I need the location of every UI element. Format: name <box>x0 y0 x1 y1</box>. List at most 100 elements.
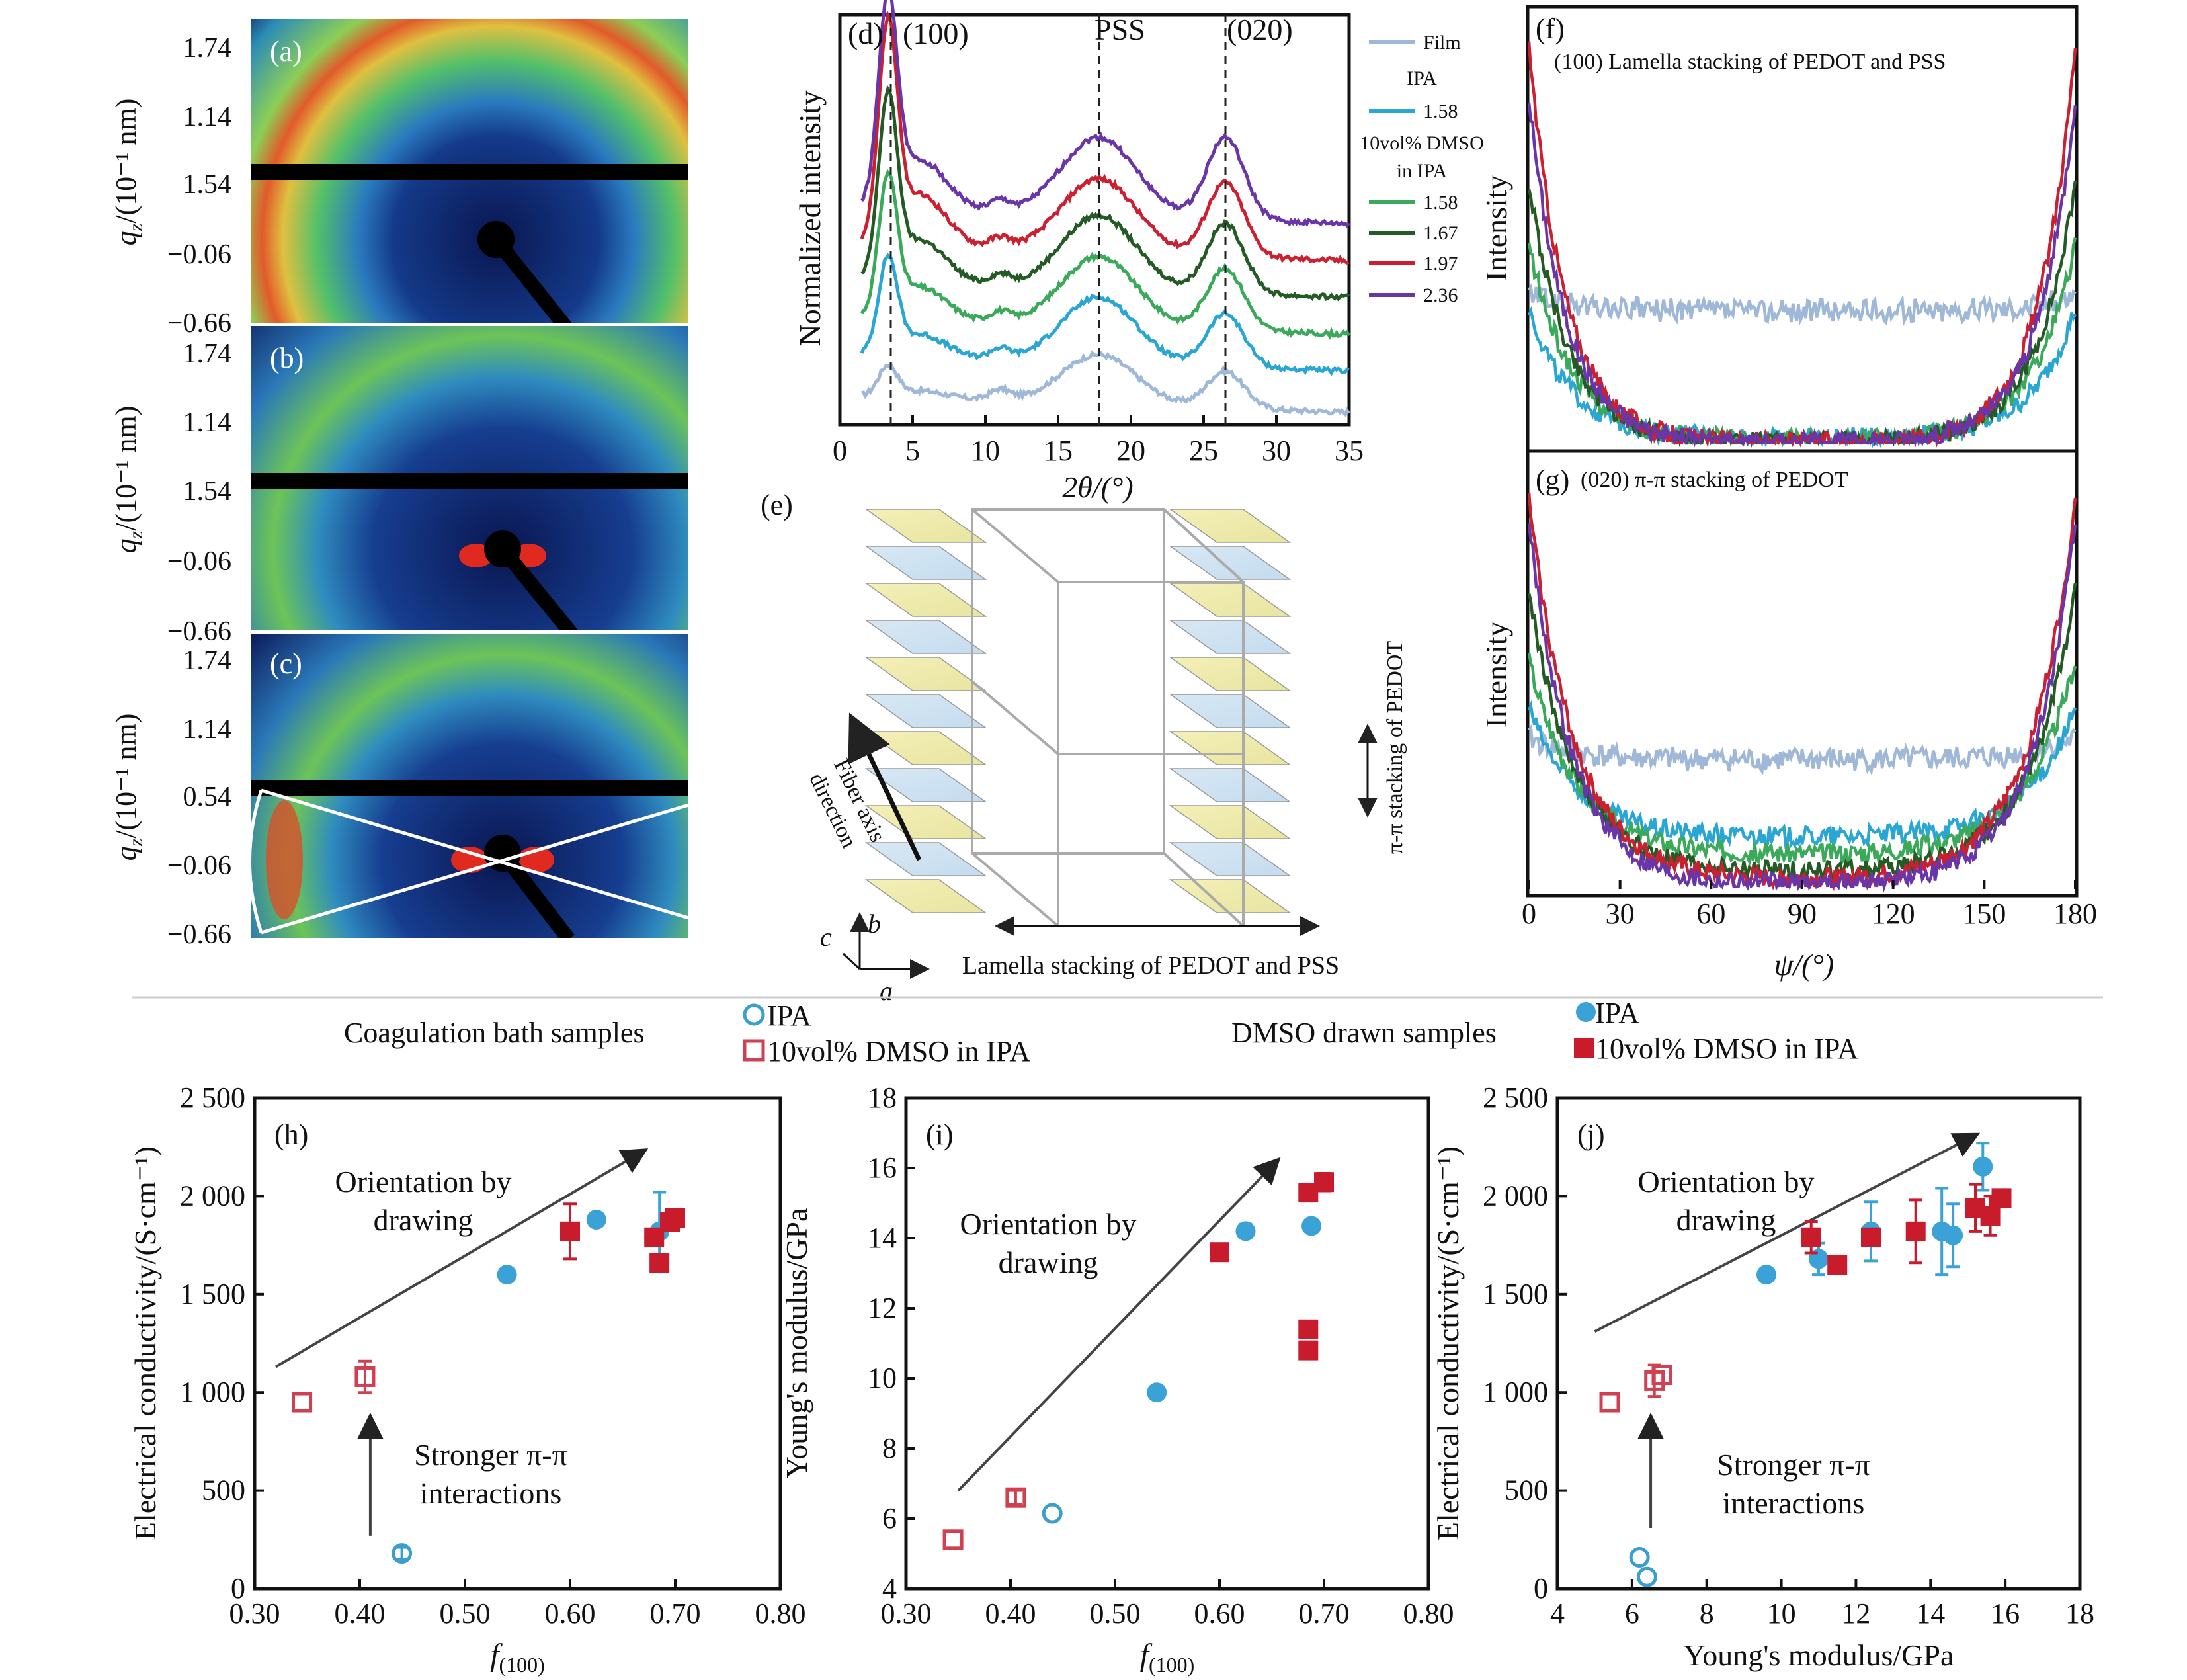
panel-label-j: (j) <box>1577 1118 1605 1151</box>
waxs-tick-c4: −0.06 <box>167 851 231 881</box>
waxs-tick-a5: −0.66 <box>167 308 231 339</box>
chart-d-series-3 <box>860 85 1350 302</box>
waxs-tick-a3: 1.54 <box>183 169 232 200</box>
chart-j-stronger-1: Stronger π-π <box>1717 1448 1870 1482</box>
crystal-sheet-19 <box>1169 842 1292 876</box>
chart-i-point-2-2 <box>1301 1216 1322 1236</box>
waxs-panel-a: (a) <box>251 19 688 323</box>
crystal-schematic: (e) Fiber axis direction π-π stacking of… <box>761 489 1407 1006</box>
chart-i-arrow-0 <box>957 1157 1281 1491</box>
chart-h-point-2-1 <box>586 1210 606 1230</box>
chart-i-xlabel: f(100) <box>1140 1638 1195 1677</box>
chart-h-xtick-1: 0.40 <box>335 1597 386 1630</box>
chart-j-point-2-5 <box>1973 1156 1993 1177</box>
chart-i-point-1-1 <box>1005 1487 1026 1508</box>
chart-h-stronger-1: Stronger π-π <box>414 1438 567 1472</box>
chart-f-series-1 <box>1527 306 2077 448</box>
legend-d: Film IPA 1.58 10vol% DMSO in IPA 1.58 1.… <box>1360 32 1484 306</box>
chart-i-point-3-4 <box>1298 1340 1319 1361</box>
triad-label-c: c <box>820 922 832 952</box>
crystal-sheet-20 <box>864 879 987 913</box>
chart-i-ytick-1: 6 <box>882 1502 897 1534</box>
legend-dmso-header-2: in IPA <box>1397 160 1448 182</box>
chart-g-xtick-6: 180 <box>2053 898 2097 930</box>
waxs-ylabels: qz/(10⁻¹ nm) qz/(10⁻¹ nm) qz/(10⁻¹ nm) <box>110 99 147 861</box>
chart-i-point-2-0 <box>1147 1382 1167 1403</box>
chart-j-ytick-4: 2 000 <box>1483 1179 1548 1212</box>
chart-d-series-4 <box>860 10 1350 265</box>
panel-label-b: (b) <box>270 342 304 374</box>
chart-g-series-4 <box>1527 492 2077 892</box>
crystal-sheet-0 <box>864 509 987 543</box>
waxs-tick-c2: 1.14 <box>183 714 232 745</box>
chart-i: 0.30 0.40 0.50 0.60 0.70 0.80 4 6 8 10 12 14 16 18 You… <box>780 1081 1454 1677</box>
chart-g-frame <box>1526 449 2079 898</box>
chart-d-ylabel: Normalized intensity <box>793 90 827 346</box>
chart-j-ytick-5: 2 500 <box>1483 1081 1548 1114</box>
chart-j-orientation-2: drawing <box>1676 1203 1776 1237</box>
chart-j-ytick-1: 500 <box>1505 1474 1548 1507</box>
chart-i-frame <box>904 1096 1430 1591</box>
chart-h-point-1-0 <box>292 1392 313 1413</box>
crystal-sheets <box>864 509 1292 913</box>
chart-g-lines <box>1527 492 2077 893</box>
crystal-sheet-14 <box>864 768 987 802</box>
chart-g-xtick-5: 150 <box>1962 898 2006 930</box>
panel-label-h: (h) <box>274 1118 308 1151</box>
legend-drawn-ipa-marker <box>1576 1002 1596 1022</box>
chart-d-xtick-3: 15 <box>1044 435 1073 467</box>
chart-h-point-0-0 <box>392 1543 413 1564</box>
chart-d-series-5 <box>860 0 1350 229</box>
legend-ipa-header: IPA <box>1407 67 1437 89</box>
legend-coag-ipa: IPA <box>767 999 811 1032</box>
chart-d-xlabel: 2θ/(°) <box>1062 470 1133 504</box>
chart-h-ylabel: Electrical conductivity/(S·cm⁻¹) <box>128 1146 162 1540</box>
chart-g-title: (020) π-π stacking of PEDOT <box>1581 468 1848 492</box>
chart-j-xtick-7: 18 <box>2065 1597 2094 1630</box>
chart-g-xtick-3: 90 <box>1788 898 1817 930</box>
chart-i-ytick-0: 4 <box>882 1572 897 1605</box>
chart-f: (f) (100) Lamella stacking of PEDOT and … <box>1479 5 2079 453</box>
chart-j-point-3-6 <box>1991 1188 2012 1208</box>
crystal-sheet-9 <box>1169 657 1292 691</box>
legend-dmso-167: 1.67 <box>1423 222 1458 244</box>
chart-i-point-3-3 <box>1298 1319 1319 1339</box>
legend-coag-dmso-marker <box>743 1039 765 1062</box>
panel-label-e: (e) <box>761 489 793 521</box>
chart-g-xtick-0: 0 <box>1522 898 1536 930</box>
chart-j-ytick-0: 0 <box>1534 1572 1548 1605</box>
chart-g-xtick-2: 60 <box>1696 898 1725 930</box>
chart-i-point-1-0 <box>942 1529 964 1550</box>
chart-d-xtick-7: 35 <box>1335 435 1364 467</box>
legend-coag-ipa-marker <box>743 1003 765 1026</box>
crystal-sheet-15 <box>1169 768 1292 802</box>
chart-h-xtick-3: 0.60 <box>545 1597 596 1630</box>
triad-label-a: a <box>880 976 893 1006</box>
chart-d-xtick-4: 20 <box>1116 435 1145 467</box>
legend-film: Film <box>1423 32 1461 54</box>
legend-coag-title: Coagulation bath samples <box>344 1017 645 1049</box>
crystal-sheet-17 <box>1169 805 1292 839</box>
chart-i-point-3-0 <box>1210 1242 1229 1263</box>
chart-j-ytick-3: 1 500 <box>1483 1278 1548 1310</box>
chart-d-xtick-2: 10 <box>971 435 1000 467</box>
waxs-tick-b3: 1.54 <box>183 476 232 507</box>
chart-j-point-3-5 <box>1980 1206 2001 1226</box>
legend-drawn-ipa: IPA <box>1595 997 1639 1029</box>
legend-dmso-197: 1.97 <box>1423 253 1458 274</box>
fiber-axis-arrow <box>848 712 922 861</box>
chart-j-xlabel: Young's modulus/GPa <box>1684 1638 1954 1672</box>
chart-f-series-5 <box>1527 102 2077 448</box>
chart-d-series-2 <box>860 169 1350 341</box>
chart-j-point-1-0 <box>1599 1392 1620 1413</box>
chart-j-ylabel: Electrical conductivity/(S·cm⁻¹) <box>1431 1146 1465 1540</box>
chart-i-ytick-2: 8 <box>882 1432 897 1464</box>
lamella-label: Lamella stacking of PEDOT and PSS <box>962 952 1339 980</box>
crystal-sheet-7 <box>1169 620 1292 654</box>
chart-d-xtick-0: 0 <box>833 435 847 467</box>
chart-i-ytick-4: 12 <box>868 1292 897 1324</box>
crystal-sheet-18 <box>864 842 987 876</box>
chart-j-point-3-0 <box>1801 1227 1821 1247</box>
chart-h-point-3-0 <box>560 1221 580 1241</box>
chart-h-xtick-4: 0.70 <box>650 1597 701 1630</box>
